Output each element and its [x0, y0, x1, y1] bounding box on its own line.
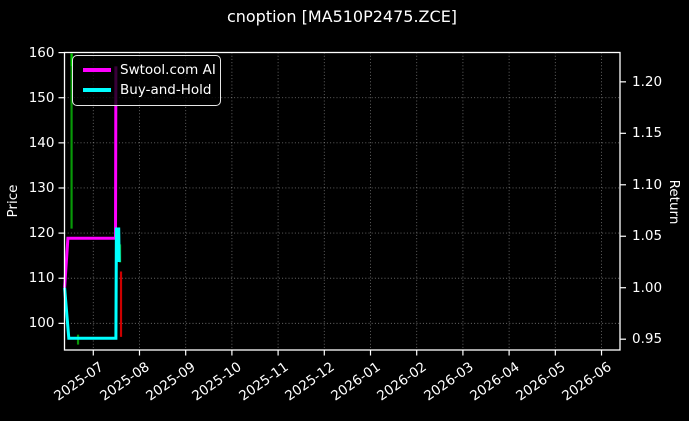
- return-tick-label: 1.20: [632, 73, 663, 90]
- price-tick-label: 110: [28, 270, 55, 287]
- return-tick-label: 1.00: [632, 279, 663, 296]
- price-tick-label: 130: [28, 179, 55, 196]
- price-tick-label: 120: [28, 225, 55, 242]
- return-tick-label: 1.05: [632, 228, 663, 245]
- legend-label-ai: Swtool.com AI: [120, 62, 216, 78]
- series-swtool-com-ai: [63, 66, 118, 288]
- return-tick-label: 1.15: [632, 125, 663, 142]
- ai-line-sample: [83, 68, 111, 72]
- buy-hold-line-sample: [83, 88, 111, 92]
- chart-title: cnoption [MA510P2475.ZCE]: [226, 7, 458, 26]
- return-tick-label: 0.95: [632, 331, 663, 348]
- return-tick-label: 1.10: [632, 176, 663, 193]
- price-tick-label: 100: [28, 315, 55, 332]
- legend: Swtool.com AI Buy-and-Hold: [72, 55, 221, 106]
- series-buy-and-hold: [63, 227, 121, 340]
- date-tick-label: 2026-06: [526, 356, 614, 404]
- price-tick-label: 150: [28, 89, 55, 106]
- legend-item-buy-hold: Buy-and-Hold: [83, 82, 212, 98]
- price-tick-label: 160: [28, 44, 55, 61]
- legend-item-ai: Swtool.com AI: [83, 62, 216, 78]
- legend-label-buy-hold: Buy-and-Hold: [120, 82, 212, 98]
- price-tick-label: 140: [28, 134, 55, 151]
